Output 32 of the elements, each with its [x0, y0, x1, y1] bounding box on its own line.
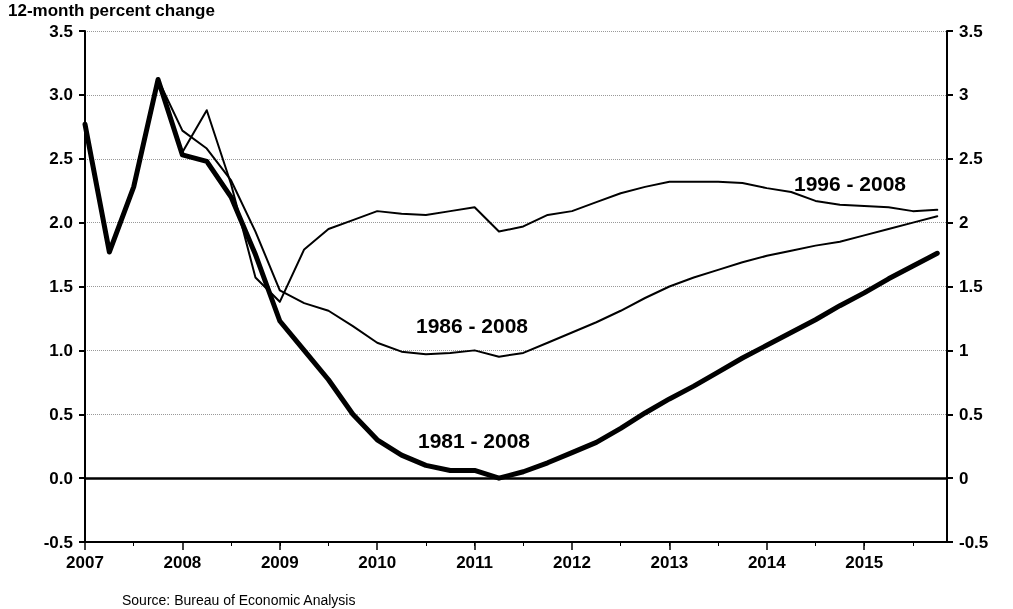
y-tick-label: 1.5 [49, 277, 73, 296]
x-tick-label: 2007 [66, 553, 104, 572]
y2-tick-label: 1.5 [959, 277, 983, 296]
y-tick-label: 0.5 [49, 404, 73, 424]
y-tick-label: 2.0 [49, 213, 73, 233]
x-tick-label: 2009 [260, 553, 299, 572]
x-tick-label: 2012 [553, 553, 591, 572]
series-label: 1996 - 2008 [793, 171, 907, 195]
y2-tick-label: 3.5 [959, 21, 983, 41]
x-tick-label: 2014 [747, 553, 787, 572]
x-tick-label: 2013 [650, 553, 689, 572]
y-tick-label: 3.5 [49, 21, 73, 41]
y2-tick-label: 1 [959, 340, 969, 360]
y-tick-label: 2.5 [49, 149, 73, 169]
x-tick-label: 2015 [845, 553, 884, 572]
y2-tick-label: 0.5 [959, 404, 983, 424]
x-tick-label: 2011 [456, 553, 494, 572]
series-label: 1981 - 2008 [417, 428, 531, 452]
x-tick-label: 2010 [358, 553, 397, 572]
y-axis-title: 12-month percent change [8, 1, 215, 20]
series-label: 1986 - 2008 [415, 313, 529, 337]
y2-tick-label: 3 [959, 85, 969, 105]
y-tick-label: 1.0 [49, 340, 73, 360]
y2-tick-label: 0 [959, 468, 969, 488]
y2-tick-label: -0.5 [959, 532, 989, 552]
y-tick-label: 3.0 [49, 85, 73, 105]
y-tick-label: 0.0 [49, 468, 73, 488]
y-tick-label: -0.5 [43, 532, 73, 552]
y2-tick-label: 2.5 [959, 149, 983, 169]
x-tick-label: 2008 [163, 553, 202, 572]
source-note: Source: Bureau of Economic Analysis [122, 592, 356, 608]
y2-tick-label: 2 [959, 213, 969, 233]
